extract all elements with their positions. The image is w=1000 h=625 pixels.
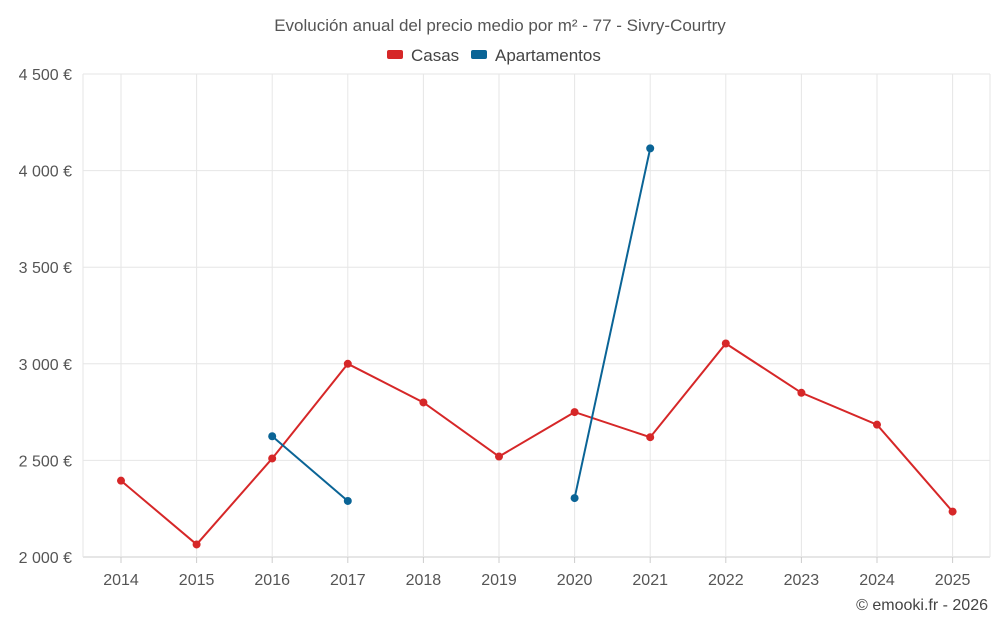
legend-swatch-apartamentos <box>471 50 487 59</box>
legend-swatch-casas <box>387 50 403 59</box>
data-point-casas-2018[interactable] <box>419 398 428 407</box>
x-tick-label: 2023 <box>784 572 820 589</box>
data-point-apartamentos-2016[interactable] <box>268 432 277 441</box>
chart-title: Evolución anual del precio medio por m² … <box>274 16 726 35</box>
grid <box>82 73 991 558</box>
data-point-apartamentos-2020[interactable] <box>570 494 579 503</box>
x-tick-label: 2021 <box>632 572 668 589</box>
y-tick-label: 4 500 € <box>19 67 72 84</box>
y-axis: 2 000 € 2 500 € 3 000 € 3 500 € 4 000 € 4 500… <box>19 67 72 567</box>
data-point-casas-2017[interactable] <box>343 359 352 368</box>
data-point-casas-2020[interactable] <box>570 408 579 417</box>
x-tick-label: 2015 <box>179 572 215 589</box>
x-tick-label: 2024 <box>859 572 895 589</box>
x-tick-label: 2020 <box>557 572 593 589</box>
data-point-casas-2019[interactable] <box>495 452 503 461</box>
plot-area <box>117 144 957 549</box>
data-point-casas-2015[interactable] <box>192 540 201 549</box>
x-tick-label: 2018 <box>406 572 442 589</box>
series-line-apartamentos <box>271 435 349 502</box>
y-tick-label: 3 500 € <box>19 260 72 277</box>
data-point-casas-2023[interactable] <box>797 388 806 397</box>
data-point-apartamentos-2017[interactable] <box>343 496 352 505</box>
y-tick-label: 3 000 € <box>19 357 72 374</box>
credit-text: © emooki.fr - 2026 <box>856 597 988 614</box>
x-tick-label: 2016 <box>254 572 290 589</box>
y-tick-label: 2 000 € <box>19 550 72 567</box>
y-tick-label: 4 000 € <box>19 164 72 181</box>
data-point-casas-2024[interactable] <box>873 420 881 429</box>
x-tick-label: 2025 <box>935 572 971 589</box>
data-point-casas-2022[interactable] <box>721 339 730 348</box>
data-point-casas-2016[interactable] <box>268 454 277 463</box>
data-point-casas-2014[interactable] <box>117 476 125 485</box>
data-point-apartamentos-2021[interactable] <box>646 144 655 153</box>
x-tick-label: 2019 <box>481 572 517 589</box>
x-tick-label: 2022 <box>708 572 744 589</box>
y-tick-label: 2 500 € <box>19 453 72 470</box>
data-point-casas-2025[interactable] <box>948 507 957 516</box>
x-axis: 2014 2015 2016 2017 2018 2019 2020 2021 2022 2023… <box>103 557 970 589</box>
x-tick-label: 2017 <box>330 572 366 589</box>
series-line-apartamentos <box>573 148 652 499</box>
data-point-casas-2021[interactable] <box>646 433 655 442</box>
legend-label-apartamentos[interactable]: Apartamentos <box>495 46 601 65</box>
legend: Casas Apartamentos <box>387 46 601 65</box>
legend-label-casas[interactable]: Casas <box>411 46 459 65</box>
series-line-casas <box>120 342 954 546</box>
x-tick-label: 2014 <box>103 572 139 589</box>
